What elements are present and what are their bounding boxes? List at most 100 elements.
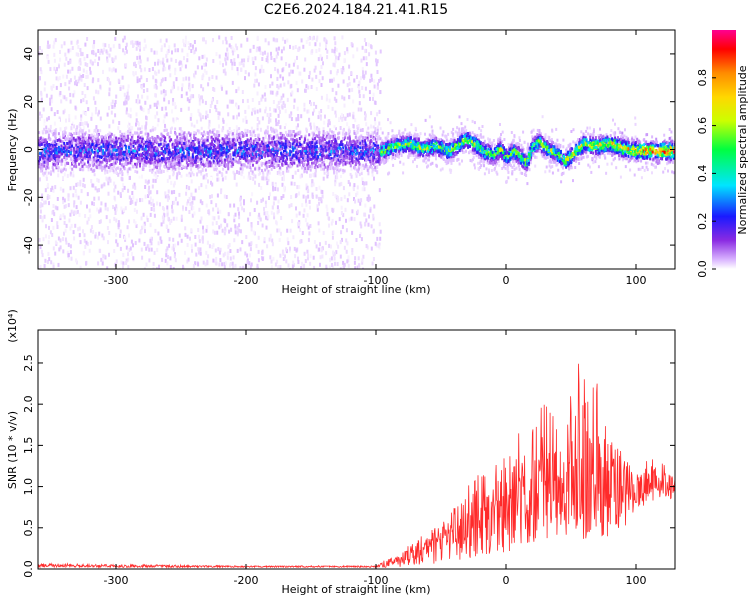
spectrogram-cell xyxy=(173,190,176,194)
spectrogram-cell xyxy=(123,35,126,40)
spectrogram-cell xyxy=(51,129,53,134)
spectrogram-cell xyxy=(216,230,219,235)
spectrogram-cell xyxy=(114,68,117,73)
spectrogram-cell xyxy=(175,175,178,180)
spectrogram-cell xyxy=(123,92,126,97)
spectrogram-cell xyxy=(370,151,373,155)
spectrogram-cell xyxy=(352,139,355,143)
spectrogram-cell xyxy=(360,58,363,63)
spectrogram-cell xyxy=(283,185,286,190)
spectrogram-cell xyxy=(172,162,174,166)
spectrogram-cell xyxy=(150,48,153,53)
spectrogram-cell xyxy=(226,47,229,52)
spectrogram-cell xyxy=(103,47,106,52)
spectrogram-cell xyxy=(182,38,185,43)
spectrogram-cell xyxy=(341,237,343,242)
spectrogram-cell xyxy=(318,196,320,201)
spectrogram-cell xyxy=(156,61,159,66)
spectrogram-cell xyxy=(358,137,361,142)
spectrogram-cell xyxy=(47,183,49,187)
spectrogram-cell xyxy=(314,171,317,175)
spectrogram-cell xyxy=(128,219,130,224)
spectrogram-cell xyxy=(121,210,124,215)
spectrogram-cell xyxy=(171,145,174,149)
spectrogram-cell xyxy=(109,155,112,159)
spectrogram-cell xyxy=(82,177,85,182)
spectrogram-cell xyxy=(152,161,155,165)
spectrogram-cell xyxy=(135,99,138,104)
spectrogram-cell xyxy=(166,209,169,214)
spectrogram-cell xyxy=(363,136,366,140)
spectrogram-cell xyxy=(188,144,191,148)
spectrogram-cell xyxy=(306,249,309,254)
spectrogram-cell xyxy=(265,164,268,168)
spectrogram-cell xyxy=(129,201,132,205)
spectrogram-cell xyxy=(272,143,275,147)
spectrogram-cell xyxy=(233,173,236,176)
spectrogram-cell xyxy=(366,152,369,156)
spectrogram-cell xyxy=(227,133,230,137)
spectrogram-cell xyxy=(163,93,166,97)
spectrogram-cell xyxy=(57,236,60,241)
spectrogram-cell xyxy=(206,114,209,118)
spectrogram-cell xyxy=(287,164,290,168)
spectrogram-cell xyxy=(199,164,202,168)
spectrogram-cell xyxy=(46,195,49,200)
spectrogram-cell xyxy=(79,168,82,172)
spectrogram-cell xyxy=(240,141,243,145)
spectrogram-cell xyxy=(95,89,98,94)
spectrogram-cell xyxy=(41,203,44,208)
spectrogram-cell xyxy=(288,63,291,68)
spectrogram-cell xyxy=(40,169,43,173)
spectrogram-cell xyxy=(342,186,345,191)
spectrogram-cell xyxy=(178,154,181,158)
spectrogram-cell xyxy=(291,264,294,269)
spectrogram-cell xyxy=(52,84,55,89)
spectrogram-cell xyxy=(317,57,320,62)
spectrogram-cell xyxy=(234,263,237,268)
spectrogram-cell xyxy=(230,130,233,135)
spectrogram-cell xyxy=(66,250,69,255)
spectrogram-cell xyxy=(216,207,219,212)
spectrogram-cell xyxy=(213,132,216,136)
spectrogram-cell xyxy=(171,126,173,130)
spectrogram-cell xyxy=(83,56,86,61)
spectrogram-cell xyxy=(73,154,76,158)
spectrogram-cell xyxy=(204,40,207,45)
spectrogram-cell xyxy=(180,94,183,99)
spectrogram-cell xyxy=(360,168,363,173)
spectrogram-cell xyxy=(265,106,267,111)
spectrogram-cell xyxy=(249,176,252,180)
spectrogram-cell xyxy=(144,124,147,129)
spectrogram-cell xyxy=(220,190,222,195)
spectrogram-cell xyxy=(270,74,272,79)
spectrogram-cell xyxy=(108,145,111,149)
spectrogram-cell xyxy=(186,133,188,138)
spectrogram-cell xyxy=(276,187,279,192)
spectrogram-cell xyxy=(84,42,87,47)
spectrogram-cell xyxy=(190,228,193,233)
spectrogram-cell xyxy=(156,163,159,167)
spectrogram-cell xyxy=(203,62,206,67)
spectrogram-cell xyxy=(335,167,337,171)
spectrogram-cell xyxy=(363,143,366,147)
spectrogram-cell xyxy=(79,145,82,149)
spectrogram-cell xyxy=(232,157,235,161)
spectrogram-cell xyxy=(178,233,181,238)
spectrogram-cell xyxy=(47,40,49,45)
spectrogram-cell xyxy=(155,102,158,107)
spectrogram-cell xyxy=(130,138,133,142)
spectrogram-cell xyxy=(156,201,159,206)
spectrogram-cell xyxy=(267,170,270,174)
spectrogram-cell xyxy=(315,169,317,173)
spectrogram-cell xyxy=(378,222,381,227)
spectrogram-cell xyxy=(256,109,259,114)
spectrogram-cell xyxy=(50,94,53,99)
spectrogram-cell xyxy=(75,258,78,263)
spectrogram-cell xyxy=(275,47,278,52)
spectrogram-cell xyxy=(343,245,346,250)
spectrogram-cell xyxy=(365,218,368,223)
spectrogram-cell xyxy=(353,166,356,170)
spectrogram-cell xyxy=(119,87,122,91)
spectrogram-cell xyxy=(369,148,372,152)
